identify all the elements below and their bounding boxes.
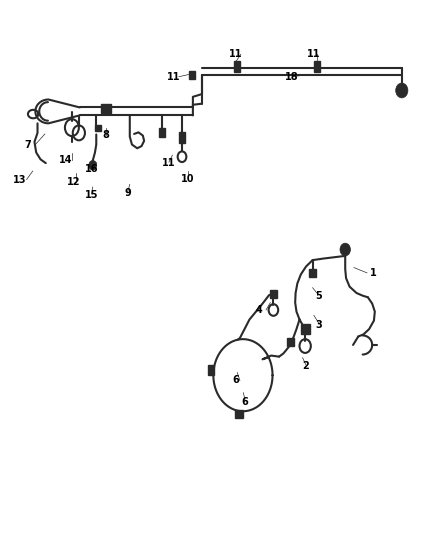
Text: 1: 1 (370, 268, 377, 278)
Text: 12: 12 (67, 176, 80, 187)
Text: 13: 13 (13, 174, 26, 184)
Text: 6: 6 (242, 397, 248, 407)
Text: 11: 11 (162, 158, 176, 168)
Text: 16: 16 (85, 165, 98, 174)
Text: 10: 10 (181, 174, 194, 184)
Text: 3: 3 (316, 320, 322, 330)
Text: 9: 9 (124, 188, 131, 198)
Bar (188, 70, 194, 78)
Circle shape (340, 243, 350, 256)
Text: 8: 8 (102, 130, 109, 140)
Text: 14: 14 (59, 156, 73, 165)
Circle shape (89, 160, 97, 170)
Bar (95, 125, 101, 131)
Bar (270, 290, 277, 298)
Text: 11: 11 (307, 50, 321, 59)
Bar (101, 104, 111, 113)
Text: 7: 7 (24, 140, 31, 150)
Text: 18: 18 (285, 71, 299, 82)
Text: 11: 11 (166, 71, 180, 82)
Bar (234, 61, 240, 72)
Text: 4: 4 (256, 305, 263, 315)
Text: 6: 6 (232, 375, 239, 385)
Bar (208, 365, 214, 375)
Bar (314, 61, 321, 72)
Bar (179, 132, 185, 143)
Text: 5: 5 (315, 290, 321, 301)
Text: 2: 2 (303, 361, 309, 371)
Bar (287, 338, 294, 345)
Bar (309, 269, 317, 277)
Bar (301, 324, 310, 334)
Text: 15: 15 (85, 190, 98, 200)
Bar (159, 127, 166, 137)
Bar (235, 410, 243, 418)
Circle shape (396, 83, 408, 98)
Text: 11: 11 (229, 50, 242, 59)
